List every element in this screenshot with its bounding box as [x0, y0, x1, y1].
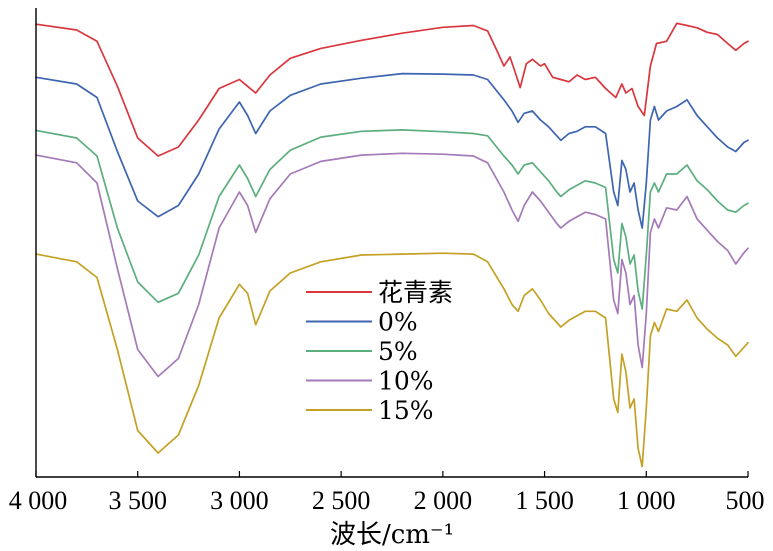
x-ticks: 4 000 3 500 3 000 2 500 2 000 1 500 1 000 500	[9, 471, 765, 515]
series-line-4	[35, 252, 749, 468]
x-tick-label: 500	[726, 486, 765, 515]
legend-label-0: 花青素	[378, 278, 453, 307]
legend-label-1: 0%	[378, 308, 418, 337]
x-tick-label: 2 000	[414, 486, 473, 515]
x-tick-label: 3 500	[108, 486, 167, 515]
x-tick-label: 3 000	[210, 486, 269, 515]
legend-label-3: 10%	[378, 367, 434, 396]
x-tick-label: 1 500	[515, 486, 574, 515]
series-line-1	[35, 72, 749, 229]
series-line-3	[35, 152, 749, 378]
axes-layer: 4 000 3 500 3 000 2 500 2 000 1 500 1 000 500	[9, 8, 765, 515]
series-line-2	[35, 129, 749, 310]
series-layer	[35, 22, 749, 468]
legend-label-2: 5%	[378, 337, 418, 366]
legend-label-4: 15%	[378, 396, 434, 425]
x-axis-label: 波长/cm⁻¹	[330, 520, 454, 550]
x-tick-label: 4 000	[9, 486, 68, 515]
series-line-0	[35, 22, 749, 157]
x-tick-label: 1 000	[617, 486, 676, 515]
x-tick-label: 2 500	[312, 486, 371, 515]
